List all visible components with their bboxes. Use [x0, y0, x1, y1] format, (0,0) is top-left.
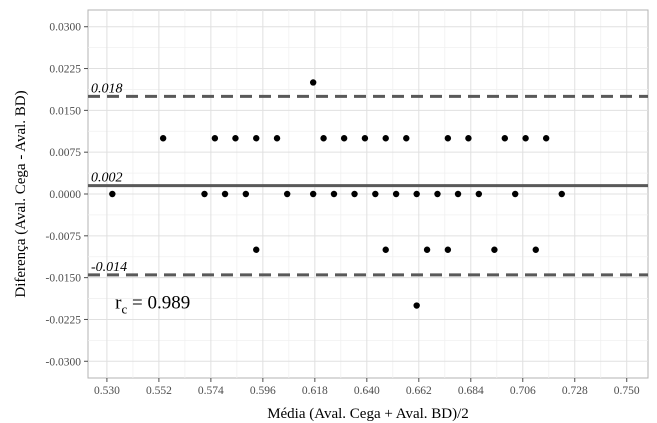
data-point	[465, 135, 472, 142]
y-tick-label: 0.0300	[49, 22, 81, 34]
data-point	[403, 135, 410, 142]
data-point	[501, 135, 509, 142]
data-point	[232, 135, 239, 142]
y-tick-label: -0.0225	[46, 314, 82, 326]
data-point	[273, 135, 281, 142]
data-point	[242, 190, 250, 198]
data-point	[382, 246, 389, 253]
x-tick-label: 0.662	[406, 385, 432, 397]
y-tick-label: 0.0075	[49, 147, 81, 159]
data-point	[309, 79, 317, 86]
data-point	[159, 135, 167, 142]
data-point	[532, 246, 539, 253]
data-point	[109, 190, 116, 198]
x-tick-label: 0.596	[250, 385, 276, 397]
data-point	[253, 135, 260, 142]
data-point	[522, 135, 529, 142]
data-point	[330, 190, 338, 198]
data-point	[340, 135, 348, 142]
data-point	[392, 190, 400, 198]
data-point	[372, 190, 379, 198]
data-point	[413, 190, 420, 198]
x-tick-label: 0.706	[510, 385, 536, 397]
y-tick-label: -0.0300	[46, 356, 82, 368]
x-tick-label: 0.552	[146, 385, 172, 397]
data-point	[283, 190, 291, 198]
data-point	[221, 190, 229, 198]
x-tick-label: 0.640	[354, 385, 380, 397]
data-point	[512, 190, 519, 198]
y-tick-label: 0.0150	[49, 105, 81, 117]
data-point	[253, 246, 260, 253]
x-tick-label: 0.728	[562, 385, 588, 397]
y-axis-ticks: 0.0300 0.0225 0.0150 0.0075 0.0000 -0.0075 -0.…	[46, 22, 88, 368]
y-axis-title: Diferença (Aval. Cega - Aval. BD)	[13, 90, 29, 297]
data-point	[423, 246, 431, 253]
data-point	[361, 135, 369, 142]
data-point	[454, 190, 462, 198]
y-tick-label: -0.0150	[46, 273, 82, 285]
data-point	[542, 135, 550, 142]
data-point	[201, 190, 208, 198]
x-tick-label: 0.684	[458, 385, 484, 397]
data-point	[320, 135, 327, 142]
y-tick-label: 0.0000	[49, 189, 81, 201]
reference-line-label-2: -0.014	[91, 260, 127, 275]
x-tick-label: 0.618	[302, 385, 328, 397]
data-point	[382, 135, 389, 142]
y-tick-label: 0.0225	[49, 64, 81, 76]
x-tick-label: 0.574	[198, 385, 224, 397]
data-points	[109, 79, 565, 309]
x-axis-title: Média (Aval. Cega + Aval. BD)/2	[267, 406, 469, 422]
data-point	[444, 246, 452, 253]
data-point	[444, 135, 452, 142]
y-tick-label: -0.0075	[46, 231, 82, 243]
data-point	[434, 190, 441, 198]
x-axis-ticks: 0.530 0.552 0.574 0.596 0.618 0.640 0.662 0.684…	[94, 378, 640, 397]
data-point	[211, 135, 219, 142]
x-tick-label: 0.750	[614, 385, 640, 397]
reference-line-label-1: 0.002	[91, 171, 123, 186]
data-point	[309, 190, 317, 198]
reference-lines: 0.018 0.002 -0.014	[88, 81, 648, 277]
data-point	[351, 190, 358, 198]
concordance-annotation: rc = 0.989	[115, 292, 190, 316]
data-point	[491, 246, 498, 253]
x-tick-label: 0.530	[94, 385, 120, 397]
reference-line-label-0: 0.018	[91, 81, 123, 96]
data-point	[413, 302, 420, 309]
data-point	[475, 190, 483, 198]
data-point	[558, 190, 565, 198]
